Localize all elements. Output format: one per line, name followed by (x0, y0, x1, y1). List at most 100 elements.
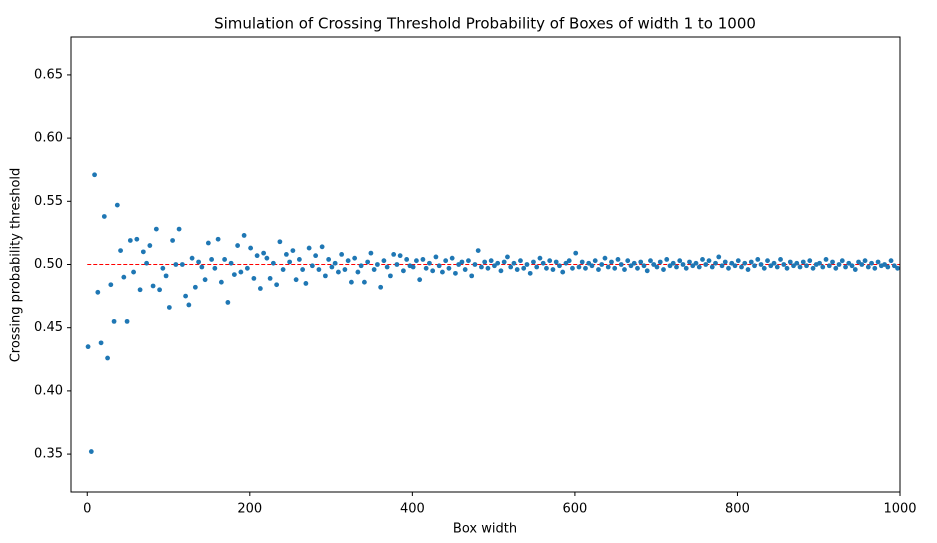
point (462, 267, 468, 272)
point (576, 264, 582, 270)
point (388, 273, 393, 279)
point (505, 254, 510, 260)
point (391, 251, 397, 257)
point (836, 262, 842, 267)
point (378, 284, 384, 290)
point (687, 259, 692, 265)
point (212, 265, 218, 271)
point (290, 248, 296, 253)
point (674, 264, 679, 270)
point (713, 260, 718, 266)
point (433, 254, 439, 260)
point (534, 264, 540, 270)
point (313, 253, 319, 259)
point (628, 263, 634, 269)
point (283, 251, 289, 257)
point (482, 259, 488, 265)
point (839, 258, 845, 264)
point (401, 268, 406, 274)
point (566, 258, 572, 264)
point (748, 259, 754, 265)
point (170, 238, 175, 243)
point (501, 259, 507, 265)
point (596, 267, 601, 272)
point (274, 282, 280, 288)
point (430, 268, 436, 274)
point (267, 276, 273, 281)
point (797, 264, 803, 270)
point (739, 264, 744, 270)
point (469, 273, 475, 279)
point (625, 258, 631, 264)
point (459, 259, 465, 265)
point (537, 255, 543, 261)
point (485, 265, 491, 271)
point (794, 260, 800, 266)
point (895, 265, 900, 271)
point (654, 264, 660, 270)
point (355, 269, 361, 275)
plot-frame (70, 36, 901, 493)
point (726, 265, 731, 271)
point (397, 253, 403, 259)
point (508, 264, 514, 270)
point (833, 265, 839, 271)
point (670, 260, 676, 266)
point (693, 260, 699, 266)
x-tick-label: 400 (400, 502, 425, 517)
point (446, 265, 452, 271)
x-axis-label: Box width (453, 522, 517, 537)
point (121, 274, 127, 280)
y-tick-label: 0.40 (34, 383, 63, 398)
point (183, 293, 188, 299)
point (755, 257, 761, 262)
point (248, 245, 254, 251)
point (635, 265, 640, 271)
point (716, 254, 722, 260)
point (101, 214, 107, 219)
point (453, 270, 458, 276)
point (345, 258, 351, 264)
x-tick-label: 1000 (883, 502, 916, 517)
point (371, 267, 377, 272)
point (518, 258, 523, 264)
point (761, 265, 767, 271)
point (472, 262, 478, 267)
point (683, 265, 689, 271)
point (657, 259, 663, 265)
point (488, 258, 494, 264)
point (414, 258, 419, 264)
point (843, 264, 848, 270)
point (85, 344, 91, 350)
point (592, 258, 598, 264)
point (309, 263, 315, 269)
point (791, 263, 796, 269)
point (609, 259, 614, 265)
point (131, 269, 136, 275)
point (544, 265, 549, 271)
point (92, 172, 97, 178)
point (495, 260, 501, 266)
point (570, 265, 575, 271)
point (550, 267, 556, 272)
point (410, 264, 416, 270)
point (622, 267, 627, 272)
chart-title: Simulation of Crossing Threshold Probabi… (214, 15, 756, 33)
point (118, 248, 123, 253)
point (254, 253, 260, 259)
point (784, 265, 790, 271)
point (329, 264, 335, 270)
point (885, 264, 891, 270)
point (160, 265, 166, 271)
point (228, 260, 234, 266)
point (163, 273, 169, 279)
point (644, 268, 650, 274)
point (144, 260, 149, 266)
point (306, 245, 312, 251)
point (443, 258, 449, 264)
point (319, 244, 325, 250)
point (615, 257, 621, 262)
x-tick-label: 800 (725, 502, 750, 517)
point (335, 269, 341, 275)
point (667, 263, 673, 269)
